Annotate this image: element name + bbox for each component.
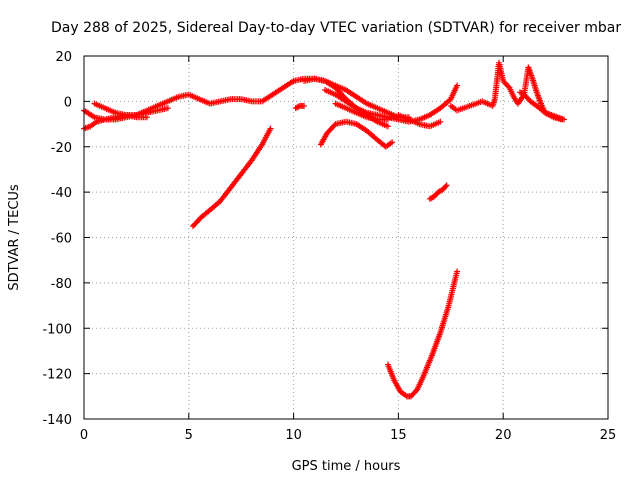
series-trace-i: [384, 82, 461, 125]
data-point: [443, 182, 450, 189]
data-point: [454, 268, 461, 275]
y-tick-label: -80: [51, 277, 72, 292]
x-tick-label: 25: [600, 428, 617, 443]
series-trace-c: [91, 100, 150, 121]
series-trace-g: [301, 75, 402, 121]
data-point: [389, 139, 396, 146]
y-axis-label: SDTVAR / TECUs: [7, 184, 22, 291]
data-point: [505, 83, 512, 90]
data-point: [454, 82, 461, 89]
y-tick-label: 0: [64, 95, 72, 110]
series-trace-j: [395, 111, 444, 130]
series-trace-e: [317, 118, 396, 150]
series-trace-d: [189, 125, 274, 230]
chart-title: Day 288 of 2025, Sidereal Day-to-day VTE…: [51, 20, 621, 36]
data-point: [442, 183, 449, 190]
x-tick-label: 20: [495, 428, 512, 443]
x-tick-label: 15: [390, 428, 407, 443]
y-tick-label: -120: [42, 368, 72, 383]
y-tick-label: -140: [42, 413, 72, 428]
y-tick-label: -60: [51, 232, 72, 247]
y-tick-label: 20: [55, 50, 72, 65]
data-point: [437, 118, 444, 125]
data-point: [540, 108, 547, 115]
data-point: [143, 114, 150, 121]
data-point: [301, 102, 308, 109]
data-marks: [81, 59, 567, 400]
series-trace-k: [384, 268, 461, 400]
data-point: [558, 116, 565, 123]
y-tick-label: -20: [51, 141, 72, 156]
data-point: [413, 387, 420, 394]
x-tick-label: 10: [285, 428, 302, 443]
y-tick-label: -40: [51, 186, 72, 201]
series-trace-l: [426, 182, 450, 202]
data-point: [164, 105, 171, 112]
series-trace-o: [516, 89, 565, 123]
x-tick-label: 0: [80, 428, 88, 443]
data-point: [295, 103, 302, 110]
x-axis-label: GPS time / hours: [292, 459, 401, 474]
series-trace-m: [292, 102, 308, 112]
data-point: [267, 125, 274, 132]
x-tick-label: 5: [185, 428, 193, 443]
y-tick-label: -100: [42, 322, 72, 337]
axis-ticks: 0 5 10 15 20 25 -140 -120 -100 -80 -60 -40 -20 0 20: [42, 50, 616, 443]
data-point: [384, 123, 391, 130]
